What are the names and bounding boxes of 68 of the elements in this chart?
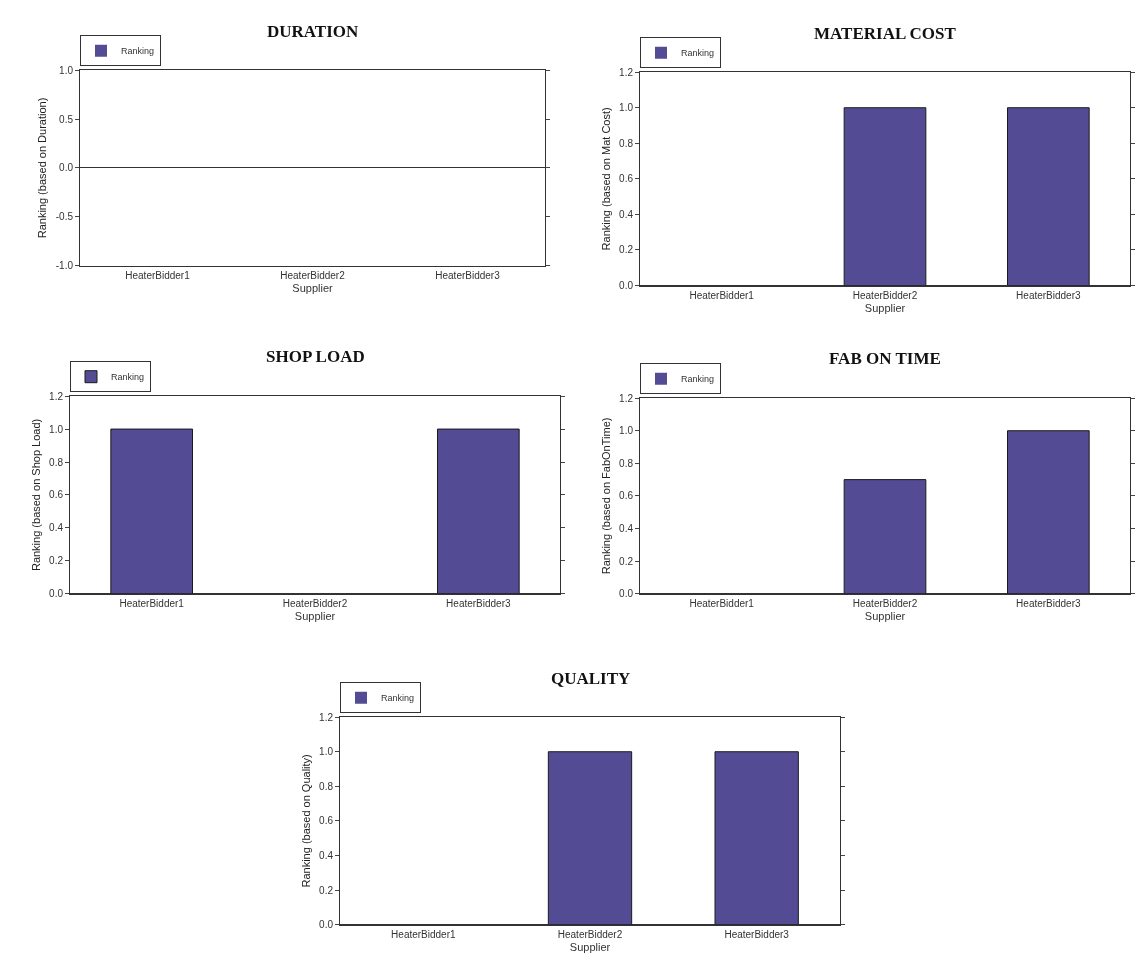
y-tick-label: 0.0: [319, 919, 334, 931]
y-tick-label: 0.2: [619, 244, 634, 256]
y-tick-label: 0.2: [619, 555, 634, 567]
y-tick-label: -0.5: [55, 211, 74, 223]
y-tick-label: 0.8: [49, 456, 64, 468]
y-tick-label: 0.0: [619, 588, 634, 600]
legend-label: Ranking: [111, 372, 145, 383]
y-tick-label: 0.6: [619, 490, 634, 502]
x-tick-label: HeaterBidder2: [557, 928, 623, 940]
x-tick-label: HeaterBidder3: [435, 269, 501, 281]
y-tick-label: 0.2: [319, 884, 334, 896]
x-axis-title: Supplier: [294, 609, 336, 622]
y-tick-label: 1.2: [619, 66, 634, 78]
y-tick-label: 0.5: [59, 113, 74, 125]
chart-title: SHOP LOAD: [266, 347, 365, 366]
chart-title: QUALITY: [551, 669, 631, 688]
y-tick-label: 0.4: [319, 849, 334, 861]
y-tick-label: 1.2: [619, 392, 634, 404]
x-axis-title: Supplier: [292, 281, 334, 294]
y-tick-label: 0.6: [319, 815, 334, 827]
y-tick-label: 0.6: [49, 489, 64, 501]
x-tick-label: HeaterBidder1: [689, 597, 755, 609]
y-tick-label: 0.4: [619, 208, 634, 220]
y-tick-label: 1.0: [49, 423, 64, 435]
y-tick-label: 0.0: [619, 280, 634, 292]
y-tick-label: 0.6: [619, 173, 634, 185]
y-tick-label: 1.2: [319, 711, 334, 723]
x-tick-label: HeaterBidder1: [125, 269, 191, 281]
legend-label: Ranking: [121, 46, 155, 57]
x-tick-label: HeaterBidder2: [280, 269, 346, 281]
x-tick-label: HeaterBidder2: [282, 597, 348, 609]
x-tick-label: HeaterBidder3: [724, 928, 790, 940]
legend-label: Ranking: [681, 48, 715, 59]
x-tick-label: HeaterBidder3: [1016, 597, 1082, 609]
x-tick-label: HeaterBidder2: [852, 289, 918, 301]
y-tick-label: 0.8: [619, 457, 634, 469]
y-axis-title: Ranking (based on Quality): [299, 754, 312, 888]
y-tick-label: 0.8: [319, 780, 334, 792]
x-axis-title: Supplier: [864, 609, 906, 622]
x-tick-label: HeaterBidder3: [1016, 289, 1082, 301]
x-tick-label: HeaterBidder3: [446, 597, 512, 609]
y-tick-label: 0.4: [49, 522, 64, 534]
y-tick-label: 0.8: [619, 137, 634, 149]
y-tick-label: 0.2: [49, 555, 64, 567]
y-axis-title: Ranking (based on Mat Cost): [599, 107, 612, 251]
y-tick-label: 1.2: [49, 390, 64, 402]
x-tick-label: HeaterBidder1: [391, 928, 457, 940]
y-tick-label: 1.0: [59, 64, 74, 76]
y-axis-title: Ranking (based on FabOnTime): [599, 417, 612, 575]
chart-title: MATERIAL COST: [814, 24, 957, 43]
legend-label: Ranking: [381, 693, 415, 704]
y-tick-label: 1.0: [319, 746, 334, 758]
chart-title: DURATION: [267, 22, 360, 41]
y-axis-title: Ranking (based on Shop Load): [29, 418, 42, 572]
chart-title: FAB ON TIME: [829, 349, 941, 368]
y-tick-label: 0.0: [49, 588, 64, 600]
x-axis-title: Supplier: [864, 301, 906, 314]
y-tick-label: -1.0: [55, 260, 74, 272]
x-tick-label: HeaterBidder1: [689, 289, 755, 301]
y-tick-label: 1.0: [619, 102, 634, 114]
x-axis-title: Supplier: [569, 940, 611, 953]
legend-label: Ranking: [681, 374, 715, 385]
y-tick-label: 0.4: [619, 523, 634, 535]
y-axis-title: Ranking (based on Duration): [36, 97, 49, 239]
x-tick-label: HeaterBidder1: [119, 597, 185, 609]
y-tick-label: 1.0: [619, 425, 634, 437]
x-tick-label: HeaterBidder2: [852, 597, 918, 609]
y-tick-label: 0.0: [59, 162, 74, 174]
